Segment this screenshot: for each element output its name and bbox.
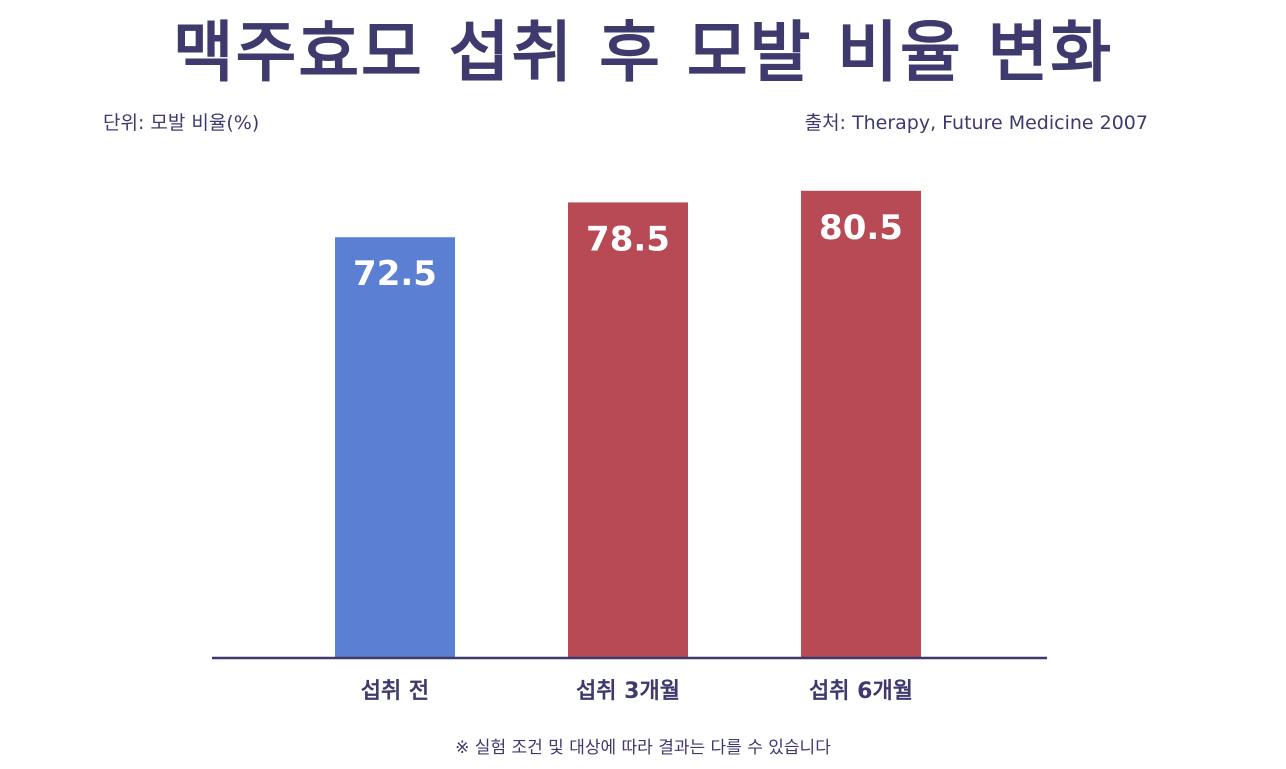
source-label: 출처: Therapy, Future Medicine 2007 <box>804 112 1148 134</box>
bar-3 <box>801 190 921 658</box>
category-label-3: 섭취 6개월 <box>809 679 913 704</box>
disclaimer-note: ※ 실험 조건 및 대상에 따라 결과는 다를 수 있습니다 <box>455 738 831 758</box>
bar-value-label-1: 72.5 <box>353 254 437 294</box>
chart-title: 맥주효모 섭취 후 모발 비율 변화 <box>172 14 1114 91</box>
category-label-1: 섭취 전 <box>361 679 429 704</box>
bar-value-label-2: 78.5 <box>586 219 670 259</box>
bar-2 <box>568 202 688 658</box>
category-label-2: 섭취 3개월 <box>576 679 680 704</box>
bar-value-label-3: 80.5 <box>819 208 903 248</box>
bar-1 <box>335 237 455 658</box>
unit-label: 단위: 모발 비율(%) <box>103 112 260 134</box>
